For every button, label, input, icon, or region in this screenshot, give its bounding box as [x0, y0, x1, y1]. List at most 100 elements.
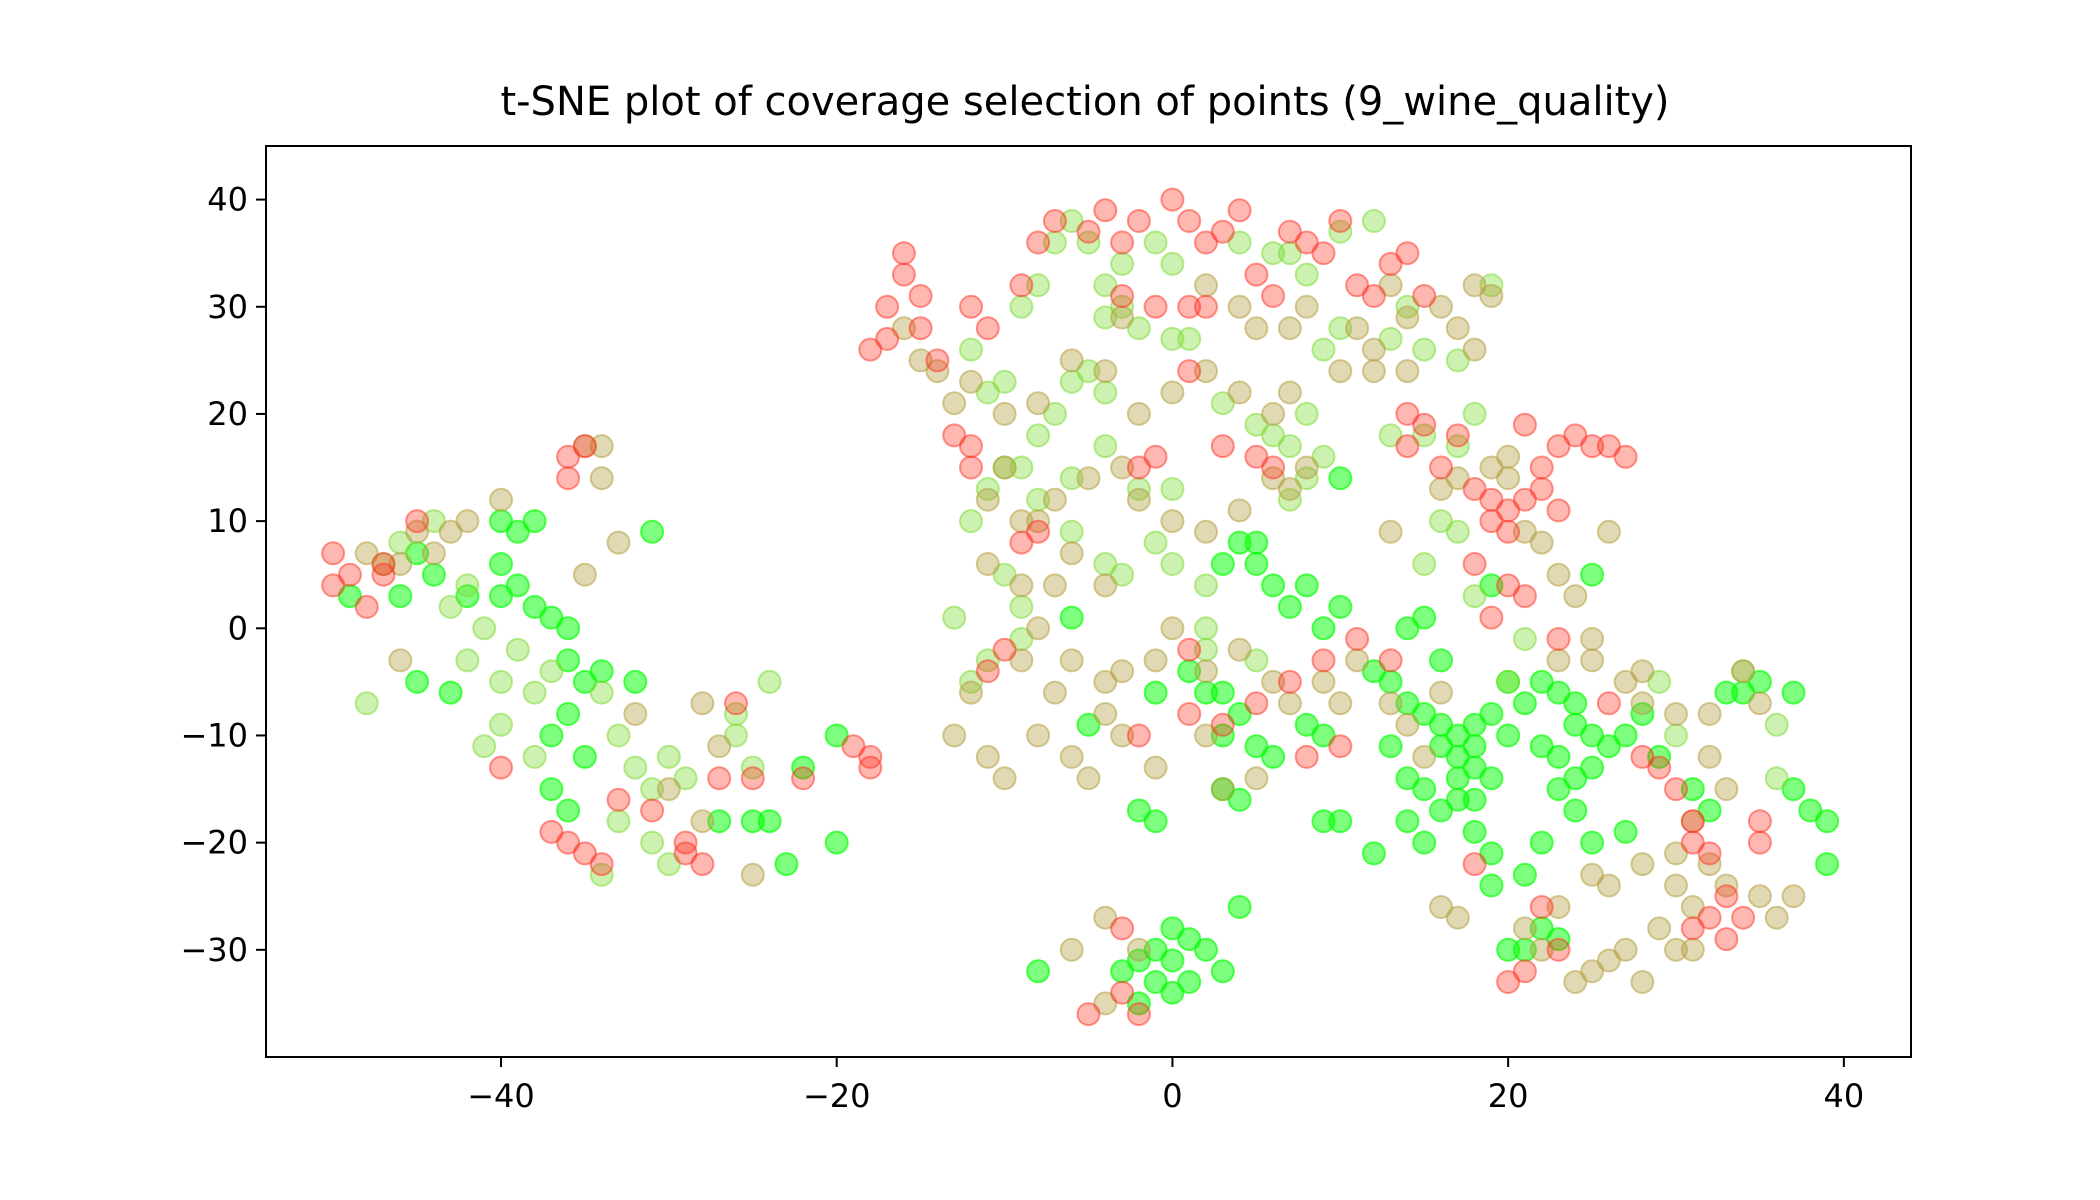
scatter-point-s1-80 [1462, 401, 1487, 426]
scatter-point-s3-77 [1395, 401, 1420, 426]
scatter-point-s2-35 [1093, 905, 1118, 930]
scatter-point-s2-103 [1395, 359, 1420, 384]
scatter-point-s0-77 [1479, 573, 1504, 598]
scatter-point-s0-86 [1546, 744, 1571, 769]
scatter-point-s3-123 [1126, 1002, 1151, 1027]
scatter-point-s2-75 [959, 369, 983, 394]
scatter-point-s3-113 [1731, 905, 1756, 930]
scatter-point-s0-19 [421, 562, 446, 587]
scatter-point-s1-37 [1093, 305, 1118, 330]
scatter-point-s3-32 [858, 337, 883, 362]
scatter-point-s2-131 [1664, 937, 1688, 962]
scatter-point-s1-3 [455, 648, 480, 673]
scatter-point-s2-47 [1194, 519, 1218, 544]
scatter-point-s3-12 [556, 830, 581, 855]
scatter-point-s0-100 [1580, 562, 1605, 587]
scatter-point-s0-28 [757, 809, 782, 834]
scatter-point-s2-46 [1160, 509, 1185, 534]
scatter-point-s3-39 [1042, 209, 1067, 233]
scatter-point-s0-112 [1815, 852, 1840, 877]
scatter-point-s2-92 [1345, 316, 1370, 341]
scatter-point-s2-56 [1042, 573, 1067, 598]
scatter-point-s3-42 [1110, 230, 1135, 255]
scatter-point-s2-30 [1143, 755, 1168, 780]
scatter-point-s1-56 [1160, 552, 1185, 576]
scatter-point-s3-21 [724, 691, 748, 716]
scatter-point-s0-83 [1596, 734, 1621, 759]
scatter-point-s0-71 [1479, 766, 1504, 791]
scatter-point-s3-116 [1529, 895, 1554, 919]
x-tick-label: −20 [803, 1077, 871, 1115]
scatter-point-s1-12 [606, 723, 631, 748]
scatter-point-s3-90 [1596, 434, 1621, 459]
scatter-point-s3-55 [1345, 273, 1370, 298]
scatter-point-s1-106 [992, 369, 1017, 394]
scatter-point-s2-141 [1580, 862, 1605, 887]
scatter-point-s0-18 [623, 669, 648, 694]
scatter-point-s1-44 [1042, 401, 1067, 426]
scatter-point-s1-81 [1429, 509, 1453, 534]
scatter-point-s0-48 [1311, 723, 1336, 748]
scatter-point-s3-35 [959, 294, 983, 319]
scatter-point-s2-34 [1059, 937, 1084, 962]
scatter-point-s2-22 [1026, 616, 1051, 641]
scatter-point-s3-106 [1680, 809, 1705, 834]
scatter-point-s2-65 [1328, 691, 1353, 716]
scatter-point-s3-132 [1328, 734, 1353, 759]
scatter-point-s3-53 [1311, 241, 1336, 266]
y-tick-label: −10 [180, 716, 248, 754]
scatter-point-s3-51 [1277, 219, 1302, 244]
scatter-point-s2-43 [1076, 466, 1101, 491]
scatter-point-s0-32 [824, 723, 849, 748]
scatter-point-s1-110 [959, 337, 983, 362]
scatter-point-s2-18 [740, 862, 765, 887]
scatter-point-s3-67 [1210, 434, 1235, 459]
scatter-point-s3-73 [992, 637, 1017, 662]
scatter-point-s1-58 [1143, 530, 1168, 555]
scatter-point-s0-35 [1126, 798, 1151, 823]
scatter-point-s2-50 [1277, 477, 1302, 501]
scatter-point-s3-4 [371, 562, 396, 587]
scatter-point-s2-153 [1110, 659, 1135, 684]
scatter-point-s0-116 [1445, 787, 1470, 812]
scatter-point-s1-60 [1244, 412, 1269, 437]
scatter-point-s3-89 [1580, 434, 1605, 459]
scatter-point-s0-45 [1227, 787, 1252, 812]
scatter-point-s3-126 [1126, 723, 1151, 748]
scatter-point-s1-33 [1110, 251, 1135, 276]
scatter-point-s1-8 [539, 659, 564, 684]
scatter-point-s0-135 [1227, 895, 1252, 919]
scatter-point-s3-41 [1093, 198, 1118, 223]
scatter-point-s2-108 [1496, 466, 1521, 491]
scatter-point-s2-59 [1160, 616, 1185, 641]
scatter-point-s0-12 [556, 702, 581, 726]
scatter-point-s2-150 [1580, 648, 1605, 673]
scatter-point-s3-127 [1177, 702, 1202, 726]
scatter-point-s3-52 [1294, 230, 1319, 255]
scatter-point-s1-74 [1412, 337, 1437, 362]
scatter-point-s0-91 [1580, 830, 1605, 855]
scatter-point-s3-78 [1412, 412, 1437, 437]
plot-area-frame [265, 145, 1912, 1058]
scatter-point-s0-120 [1395, 766, 1420, 791]
scatter-point-s3-104 [1647, 755, 1672, 780]
scatter-point-s3-1 [337, 562, 362, 587]
scatter-point-s1-32 [1093, 273, 1118, 298]
scatter-point-s1-95 [1009, 594, 1034, 619]
scatter-point-s2-132 [1680, 937, 1705, 962]
scatter-point-s1-55 [1110, 562, 1135, 587]
scatter-point-s3-3 [405, 509, 430, 534]
scatter-point-s2-2 [354, 541, 379, 566]
scatter-point-s3-80 [1429, 455, 1453, 480]
scatter-point-s1-1 [438, 594, 463, 619]
scatter-point-s3-61 [1143, 294, 1168, 319]
scatter-point-s3-129 [1244, 691, 1269, 716]
scatter-point-s1-25 [354, 691, 379, 716]
scatter-point-s3-100 [1479, 605, 1504, 630]
scatter-point-s3-36 [975, 316, 1000, 341]
chart-title: t-SNE plot of coverage selection of poin… [500, 79, 1669, 125]
scatter-point-s2-31 [1194, 723, 1218, 748]
scatter-point-s1-90 [1764, 712, 1789, 737]
scatter-point-s3-102 [1596, 691, 1621, 716]
scatter-point-s1-9 [505, 637, 530, 662]
